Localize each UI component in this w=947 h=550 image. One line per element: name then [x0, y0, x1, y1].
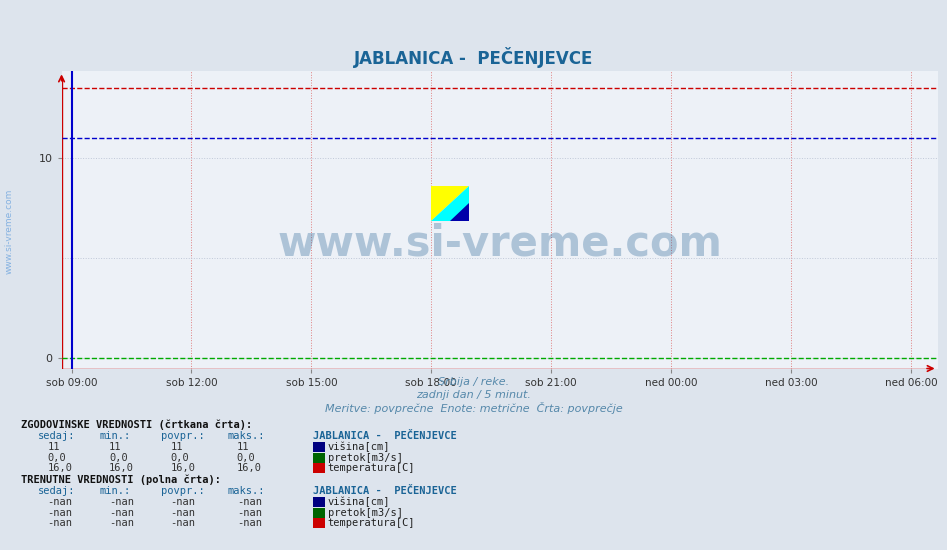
Text: višina[cm]: višina[cm]: [328, 497, 390, 507]
Text: JABLANICA -  PEČENJEVCE: JABLANICA - PEČENJEVCE: [313, 431, 456, 441]
Text: pretok[m3/s]: pretok[m3/s]: [328, 453, 402, 463]
Text: -nan: -nan: [170, 497, 195, 507]
Text: pretok[m3/s]: pretok[m3/s]: [328, 508, 402, 518]
Text: min.:: min.:: [99, 486, 131, 496]
Text: -nan: -nan: [170, 508, 195, 518]
Text: 0,0: 0,0: [109, 453, 128, 463]
Text: -nan: -nan: [109, 497, 134, 507]
Text: maks.:: maks.:: [227, 486, 265, 496]
Text: povpr.:: povpr.:: [161, 486, 205, 496]
Text: ZGODOVINSKE VREDNOSTI (črtkana črta):: ZGODOVINSKE VREDNOSTI (črtkana črta):: [21, 419, 252, 430]
Text: -nan: -nan: [237, 518, 261, 528]
Text: www.si-vreme.com: www.si-vreme.com: [277, 223, 722, 265]
Polygon shape: [450, 204, 469, 221]
Text: 11: 11: [109, 442, 121, 452]
Text: JABLANICA -  PEČENJEVCE: JABLANICA - PEČENJEVCE: [354, 47, 593, 68]
Text: maks.:: maks.:: [227, 431, 265, 441]
Text: temperatura[C]: temperatura[C]: [328, 518, 415, 528]
Text: 16,0: 16,0: [47, 463, 72, 473]
Text: -nan: -nan: [237, 497, 261, 507]
Text: TRENUTNE VREDNOSTI (polna črta):: TRENUTNE VREDNOSTI (polna črta):: [21, 475, 221, 486]
Text: 0,0: 0,0: [170, 453, 189, 463]
Text: Srbija / reke.: Srbija / reke.: [438, 377, 509, 387]
Text: 16,0: 16,0: [237, 463, 261, 473]
Text: 0,0: 0,0: [47, 453, 66, 463]
Text: -nan: -nan: [47, 518, 72, 528]
Text: -nan: -nan: [109, 508, 134, 518]
Text: -nan: -nan: [237, 508, 261, 518]
Text: 16,0: 16,0: [170, 463, 195, 473]
Text: 16,0: 16,0: [109, 463, 134, 473]
Text: -nan: -nan: [109, 518, 134, 528]
Text: 11: 11: [170, 442, 183, 452]
Text: višina[cm]: višina[cm]: [328, 442, 390, 452]
Text: zadnji dan / 5 minut.: zadnji dan / 5 minut.: [416, 390, 531, 400]
Text: sedaj:: sedaj:: [38, 486, 76, 496]
Text: 0,0: 0,0: [237, 453, 256, 463]
Text: povpr.:: povpr.:: [161, 431, 205, 441]
Text: min.:: min.:: [99, 431, 131, 441]
Polygon shape: [431, 185, 469, 221]
Text: 11: 11: [47, 442, 60, 452]
Text: 11: 11: [237, 442, 249, 452]
Text: www.si-vreme.com: www.si-vreme.com: [5, 188, 14, 274]
Text: JABLANICA -  PEČENJEVCE: JABLANICA - PEČENJEVCE: [313, 486, 456, 496]
Text: -nan: -nan: [170, 518, 195, 528]
Text: temperatura[C]: temperatura[C]: [328, 463, 415, 473]
Text: sedaj:: sedaj:: [38, 431, 76, 441]
Text: -nan: -nan: [47, 497, 72, 507]
Polygon shape: [431, 185, 469, 221]
Text: Meritve: povprečne  Enote: metrične  Črta: povprečje: Meritve: povprečne Enote: metrične Črta:…: [325, 402, 622, 414]
Text: -nan: -nan: [47, 508, 72, 518]
